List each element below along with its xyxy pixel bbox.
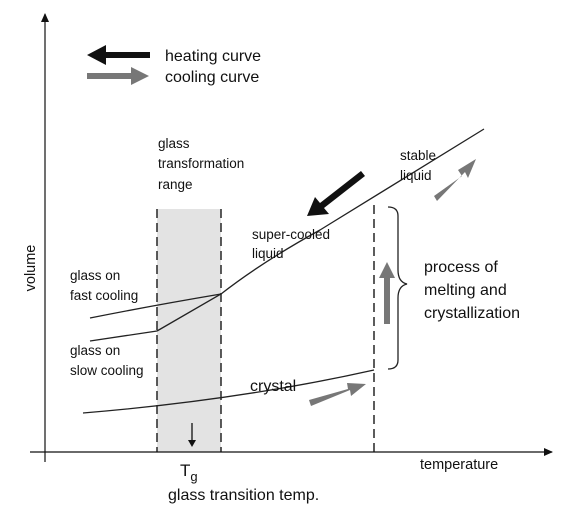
process-brace [387,206,408,370]
supercooled-label-line2: liquid [252,246,284,261]
glass-transformation-range-band [157,209,221,452]
legend-cooling-label: cooling curve [165,69,259,86]
stable-liquid-label-line1: stable [400,148,436,163]
process-label-line1: process of [424,259,498,276]
cooling-arrow-icon [87,67,149,85]
heating-direction-arrow-icon [307,171,365,216]
glass-fast-label-line2: fast cooling [70,288,138,303]
tg-marker-arrowhead-icon [188,440,196,447]
cooling-direction-arrow-stable-liquid-icon [434,159,476,201]
y-axis-label: volume [23,245,39,292]
heating-arrow-icon [87,45,150,65]
glass-slow-label-line2: slow cooling [70,363,144,378]
stable-liquid-label-line2: liquid [400,168,432,183]
process-label-line2: melting and [424,282,507,299]
glass-range-label-line3: range [158,177,193,192]
supercooled-label-line1: super-cooled [252,227,330,242]
cooling-direction-arrow-crystal-icon [309,383,366,406]
glass-slow-cooling-curve [89,330,158,342]
tg-subscript: g [190,469,197,484]
glass-fast-label-line1: glass on [70,268,120,283]
glass-fast-cooling-curve [89,293,222,319]
cooling-direction-arrow-vertical-icon [379,262,395,324]
tg-label: Tg [180,461,198,484]
tg-symbol: T [180,461,190,480]
glass-range-label-line2: transformation [158,156,244,171]
liquid-curve [156,128,485,332]
process-label-line3: crystallization [424,305,520,322]
legend-heating-label: heating curve [165,48,261,65]
x-axis-label: temperature [420,457,498,473]
glass-slow-label-line1: glass on [70,343,120,358]
crystal-label: crystal [250,378,296,395]
crystal-curve [82,369,375,414]
tg-caption: glass transition temp. [168,487,319,504]
glass-range-label-line1: glass [158,136,190,151]
